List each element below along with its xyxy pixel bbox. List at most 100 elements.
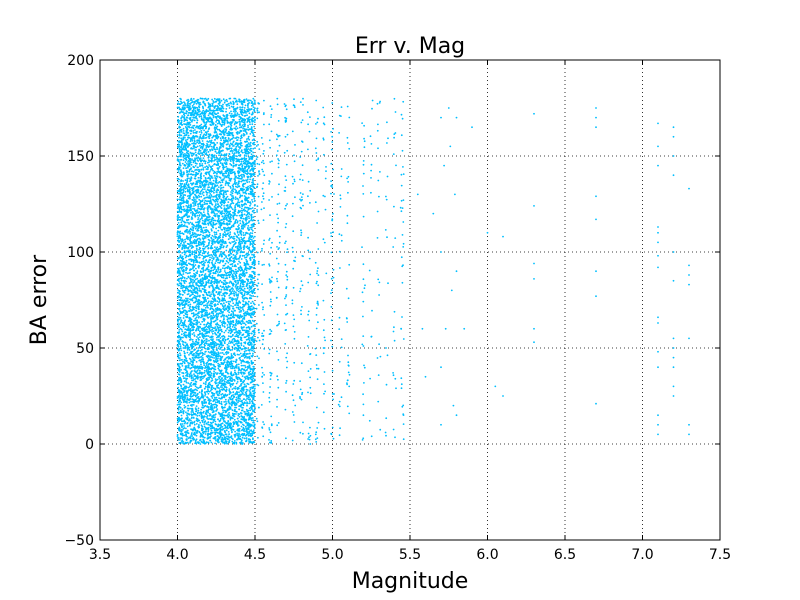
scatter-point <box>204 229 206 232</box>
scatter-point <box>181 101 183 104</box>
scatter-point <box>226 122 229 124</box>
scatter-point <box>200 131 203 134</box>
scatter-point <box>248 237 250 240</box>
scatter-point <box>213 316 216 319</box>
scatter-point <box>194 194 197 197</box>
scatter-point <box>248 396 250 398</box>
scatter-point <box>214 204 217 207</box>
scatter-point <box>215 278 218 281</box>
scatter-point <box>253 338 256 340</box>
scatter-point <box>247 124 249 127</box>
scatter-point <box>236 112 239 115</box>
scatter-point <box>211 356 214 359</box>
scatter-point <box>238 311 241 313</box>
scatter-point <box>214 234 216 236</box>
scatter-point <box>177 316 180 319</box>
scatter-point <box>205 165 208 168</box>
scatter-point <box>198 344 201 347</box>
scatter-point <box>234 430 237 433</box>
scatter-point <box>226 120 229 122</box>
scatter-point <box>253 197 256 200</box>
scatter-point <box>192 202 194 204</box>
scatter-point <box>181 266 184 269</box>
scatter-point <box>189 99 192 101</box>
scatter-point <box>199 346 201 349</box>
scatter-point <box>212 312 215 315</box>
scatter-point <box>197 314 199 317</box>
scatter-point <box>225 108 228 110</box>
scatter-point <box>197 156 200 159</box>
scatter-point <box>239 352 242 355</box>
scatter-point <box>246 404 248 407</box>
scatter-point <box>189 124 192 126</box>
scatter-point <box>253 320 256 323</box>
scatter-point <box>216 373 218 375</box>
scatter-point <box>226 206 229 208</box>
scatter-point <box>238 432 240 435</box>
scatter-point <box>215 405 218 408</box>
scatter-point <box>222 107 225 110</box>
scatter-point <box>219 326 222 329</box>
scatter-point <box>182 130 185 132</box>
scatter-point <box>176 102 179 105</box>
scatter-point <box>178 393 181 395</box>
scatter-point <box>188 354 190 356</box>
scatter-point <box>181 232 184 235</box>
scatter-point <box>233 232 236 235</box>
scatter-point <box>240 211 243 214</box>
scatter-point <box>240 369 242 372</box>
scatter-point <box>224 375 227 377</box>
scatter-point <box>247 126 250 129</box>
scatter-point <box>212 314 215 317</box>
scatter-point <box>224 131 227 133</box>
scatter-point <box>181 238 184 241</box>
chart-title: Err v. Mag <box>355 34 465 59</box>
scatter-point <box>252 438 254 441</box>
scatter-point <box>210 380 213 382</box>
scatter-point <box>196 372 199 375</box>
scatter-point <box>195 247 198 250</box>
scatter-point <box>214 401 217 404</box>
scatter-point <box>210 267 213 269</box>
scatter-point <box>210 228 213 231</box>
scatter-point <box>219 386 222 388</box>
scatter-point <box>198 153 201 156</box>
scatter-point <box>219 137 222 140</box>
scatter-point <box>214 442 217 445</box>
scatter-point <box>240 320 243 323</box>
scatter-point <box>192 108 195 111</box>
scatter-point <box>225 292 228 295</box>
scatter-point <box>188 362 191 365</box>
scatter-point <box>251 243 254 246</box>
scatter-point <box>177 171 180 173</box>
scatter-point <box>223 430 226 432</box>
scatter-point <box>205 144 208 147</box>
scatter-point <box>182 180 185 182</box>
scatter-point <box>204 218 207 221</box>
scatter-point <box>179 439 181 441</box>
scatter-point <box>191 99 193 101</box>
scatter-point <box>234 369 236 372</box>
scatter-point <box>213 154 216 157</box>
scatter-point <box>198 148 201 151</box>
scatter-point <box>236 377 239 380</box>
scatter-point <box>210 372 213 375</box>
scatter-point <box>200 168 203 171</box>
scatter-point <box>210 435 212 437</box>
scatter-point <box>228 107 231 109</box>
scatter-point <box>250 238 253 241</box>
scatter-point <box>181 182 184 185</box>
scatter-point <box>222 174 225 177</box>
scatter-point <box>206 194 208 196</box>
scatter-point <box>180 299 183 302</box>
scatter-point <box>208 339 210 342</box>
scatter-point <box>236 343 239 345</box>
scatter-point <box>187 161 189 163</box>
scatter-point <box>240 382 243 385</box>
scatter-point <box>183 427 186 429</box>
scatter-point <box>183 419 186 422</box>
scatter-point <box>216 300 219 303</box>
scatter-point <box>176 216 179 219</box>
scatter-point <box>214 219 217 222</box>
scatter-point <box>201 203 204 206</box>
